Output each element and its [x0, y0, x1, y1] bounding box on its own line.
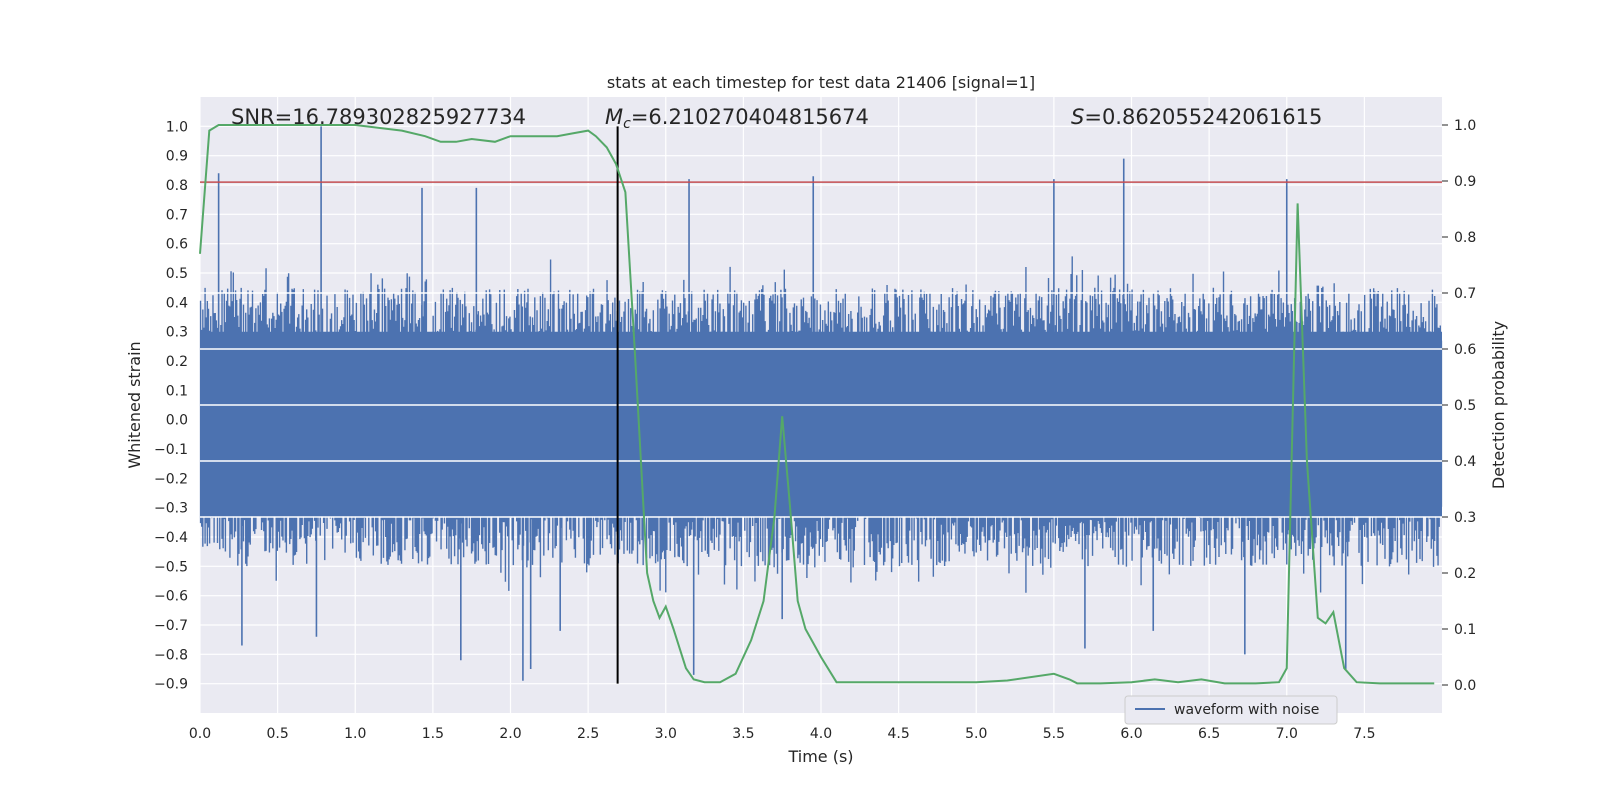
y2-tick-label: 0.4: [1454, 454, 1476, 470]
chart-title: stats at each timestep for test data 214…: [607, 73, 1035, 92]
y-tick-label: 0.5: [166, 266, 188, 282]
y-tick-label: −0.6: [154, 589, 188, 605]
detection-probability-line: [199, 124, 1435, 685]
y-tick-label: 0.1: [166, 383, 188, 399]
x-tick-label: 7.0: [1276, 726, 1298, 742]
y-tick-label: 0.2: [166, 354, 188, 370]
y-tick-label: 0.7: [166, 207, 188, 223]
y-tick-label: −0.5: [154, 559, 188, 575]
y2-tick-label: 0.0: [1454, 678, 1476, 694]
chirp-mass-annotation: Mc=6.210270404815674: [605, 105, 869, 132]
y-tick-label: 0.9: [166, 149, 188, 165]
y-axis-ticks: 1.0 0.9 0.8 0.7 0.6 0.5 0.4 0.3 0.2 0.1 0.0 −0.1 −0.…: [154, 119, 188, 692]
y-tick-label: 0.4: [166, 295, 188, 311]
x-tick-label: 2.5: [577, 726, 599, 742]
y2-tick-label: 0.9: [1454, 174, 1476, 190]
s-annotation: S=0.862055242061615: [1071, 105, 1322, 129]
x-tick-label: 7.5: [1353, 726, 1375, 742]
y-axis-label: Whitened strain: [125, 341, 144, 468]
y2-tick-label: 0.6: [1454, 342, 1476, 358]
x-tick-label: 2.0: [499, 726, 521, 742]
x-axis-label: Time (s): [787, 747, 853, 766]
legend: waveform with noise: [1124, 695, 1338, 725]
x-tick-label: 6.5: [1198, 726, 1220, 742]
x-tick-label: 5.5: [1043, 726, 1065, 742]
x-tick-label: 3.0: [655, 726, 677, 742]
x-tick-label: 6.0: [1120, 726, 1142, 742]
y-tick-label: −0.4: [154, 530, 188, 546]
x-tick-label: 3.5: [732, 726, 754, 742]
waveform-with-noise-series: [199, 126, 1443, 681]
y2-tick-label: 0.2: [1454, 566, 1476, 582]
chirp-mass-subscript: c: [623, 116, 631, 132]
x-axis-ticks: 0.0 0.5 1.0 1.5 2.0 2.5 3.0 3.5 4.0 4.5 5.0 5.5 6.0 6…: [189, 726, 1376, 742]
y-tick-label: 0.0: [166, 413, 188, 429]
chirp-mass-symbol: M: [605, 105, 623, 129]
legend-box: [1124, 695, 1338, 725]
y-tick-label: −0.2: [154, 471, 188, 487]
y2-axis-label: Detection probability: [1489, 321, 1508, 489]
y-tick-label: −0.9: [154, 677, 188, 693]
x-tick-label: 1.5: [422, 726, 444, 742]
y2-tick-label: 0.7: [1454, 286, 1476, 302]
y-tick-label: −0.7: [154, 618, 188, 634]
waveform-dense-band: [200, 331, 1442, 517]
x-tick-label: 0.0: [189, 726, 211, 742]
snr-annotation: SNR=16.789302825927734: [231, 105, 526, 129]
y-tick-label: 1.0: [166, 119, 188, 135]
legend-entry: waveform with noise: [1174, 702, 1319, 718]
y-tick-label: −0.3: [154, 501, 188, 517]
y-tick-label: 0.3: [166, 325, 188, 341]
y2-tick-label: 0.3: [1454, 510, 1476, 526]
y2-tick-label: 0.5: [1454, 398, 1476, 414]
x-tick-label: 5.0: [965, 726, 987, 742]
x-tick-label: 4.0: [810, 726, 832, 742]
y-tick-label: −0.8: [154, 647, 188, 663]
chirp-mass-value: =6.210270404815674: [631, 105, 869, 129]
y2-tick-label: 1.0: [1454, 118, 1476, 134]
y-tick-label: 0.8: [166, 178, 188, 194]
s-value: =0.862055242061615: [1084, 105, 1322, 129]
y-tick-label: 0.6: [166, 237, 188, 253]
y2-tick-label: 0.1: [1454, 622, 1476, 638]
x-tick-label: 1.0: [344, 726, 366, 742]
x-tick-label: 4.5: [887, 726, 909, 742]
y2-tick-label: 0.8: [1454, 230, 1476, 246]
x-tick-label: 0.5: [266, 726, 288, 742]
y2-axis-ticks: 1.0 0.9 0.8 0.7 0.6 0.5 0.4 0.3 0.2 0.1 0.0: [1442, 118, 1476, 694]
s-symbol: S: [1071, 105, 1084, 129]
y-tick-label: −0.1: [154, 442, 188, 458]
